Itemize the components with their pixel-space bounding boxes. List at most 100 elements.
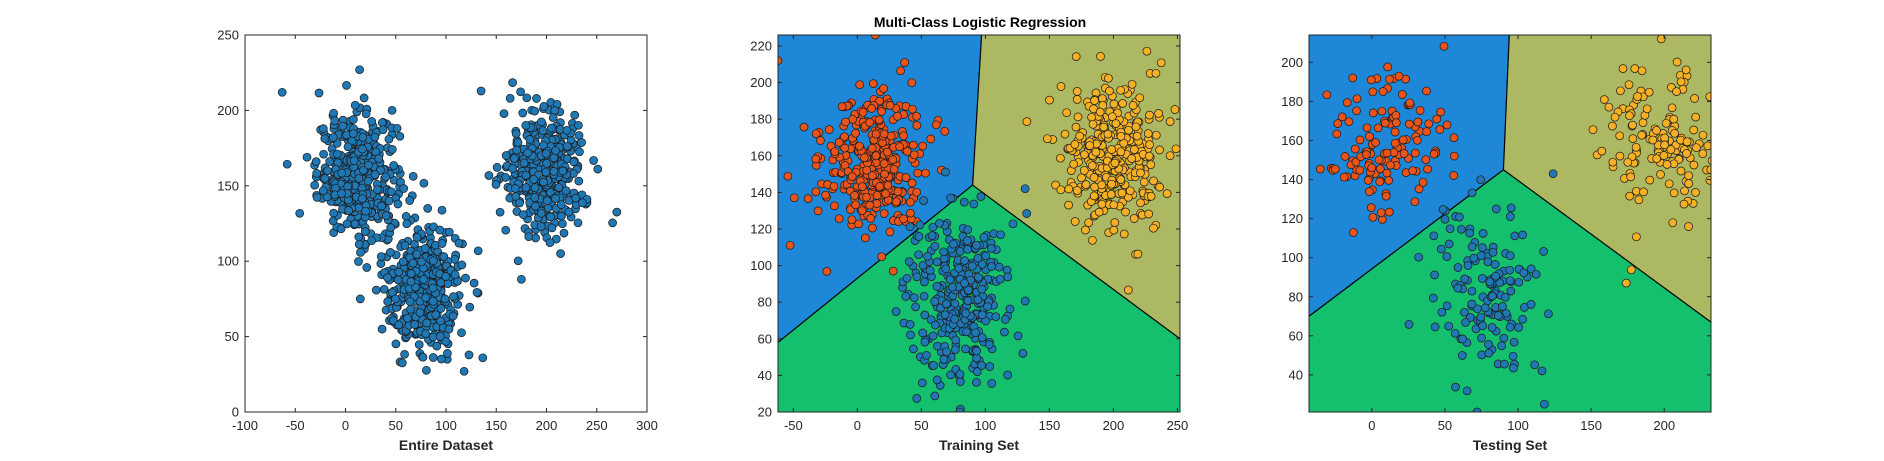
data-point (320, 134, 330, 143)
data-point (940, 310, 950, 320)
data-point (472, 287, 482, 297)
data-point (977, 259, 987, 269)
data-point (866, 214, 876, 223)
data-point (1144, 209, 1154, 219)
x-tick-label: 50 (1438, 418, 1452, 433)
data-point (564, 207, 574, 217)
data-point (1000, 327, 1009, 337)
data-point (401, 212, 411, 221)
data-point (1637, 130, 1647, 140)
data-point (510, 184, 520, 193)
data-point (1339, 172, 1349, 182)
data-point (1526, 300, 1536, 309)
data-point (513, 256, 523, 266)
data-point (1131, 122, 1141, 132)
x-tick-label: 200 (1103, 418, 1125, 433)
data-point (872, 191, 882, 200)
data-point (1145, 110, 1154, 120)
data-point (381, 211, 391, 220)
data-point (1110, 218, 1120, 227)
data-point (1096, 52, 1105, 61)
data-point (354, 239, 364, 249)
data-point (912, 111, 921, 121)
data-point (1109, 225, 1119, 235)
data-point (530, 106, 540, 116)
data-point (927, 231, 937, 241)
data-point (1344, 117, 1354, 127)
data-point (1373, 123, 1383, 133)
data-point (1436, 244, 1446, 254)
data-point (505, 93, 515, 103)
data-point (512, 145, 522, 155)
data-point (1480, 303, 1490, 313)
x-tick-label: 200 (536, 418, 558, 433)
data-point (608, 218, 617, 228)
x-tick-label: 50 (389, 418, 403, 433)
data-point (882, 147, 892, 157)
data-point (1111, 119, 1121, 128)
data-point (1136, 198, 1145, 208)
data-point (508, 78, 517, 87)
data-point (1667, 103, 1677, 113)
data-point (1155, 182, 1164, 192)
data-point (900, 58, 909, 67)
data-point (1107, 145, 1116, 154)
data-point (1109, 99, 1119, 109)
y-tick-label: 200 (750, 75, 772, 90)
data-point (987, 262, 996, 271)
training-set-panel: -50 0 50 100 150 200 250 20 40 60 80 100 120 140 160 18… (750, 34, 1188, 453)
data-point (950, 299, 960, 309)
data-point (973, 253, 983, 263)
data-point (1506, 203, 1516, 213)
data-point (530, 183, 540, 193)
data-point (1430, 322, 1440, 332)
data-point (799, 122, 809, 132)
data-point (931, 120, 941, 130)
y-tick-label: 60 (1289, 328, 1303, 343)
y-tick-label: 60 (758, 331, 772, 346)
data-point (1648, 135, 1658, 145)
data-point (941, 299, 951, 309)
data-point (1451, 382, 1460, 392)
data-point (519, 158, 529, 168)
data-point (397, 358, 407, 368)
data-point (362, 263, 372, 272)
data-point (394, 320, 404, 330)
data-point (816, 136, 825, 145)
data-point (330, 116, 340, 126)
y-tick-label: 120 (750, 221, 772, 236)
y-tick-label: 140 (750, 185, 772, 200)
data-point (400, 241, 410, 250)
data-point (432, 341, 442, 351)
data-point (405, 297, 415, 306)
data-point (1081, 225, 1090, 235)
data-point (948, 239, 958, 249)
data-point (785, 240, 795, 250)
data-point (337, 168, 347, 178)
data-point (439, 252, 449, 261)
data-point (1103, 129, 1113, 139)
data-point (406, 277, 416, 287)
data-point (1518, 230, 1527, 240)
data-point (977, 310, 987, 320)
data-point (1703, 141, 1711, 151)
data-point (1455, 212, 1464, 222)
data-point (551, 194, 560, 203)
data-point (1637, 66, 1647, 76)
data-point (941, 167, 950, 177)
data-point (865, 200, 875, 210)
data-point (394, 267, 404, 277)
data-point (1444, 239, 1454, 249)
data-point (1628, 134, 1638, 143)
data-point (1119, 229, 1129, 239)
y-tick-label: 80 (1289, 289, 1303, 304)
data-point (1491, 271, 1500, 281)
data-point (515, 198, 524, 208)
data-point (1071, 52, 1081, 61)
data-point (1684, 171, 1693, 181)
data-point (1478, 274, 1487, 283)
x-axis-label: Training Set (939, 437, 1019, 453)
data-point (1608, 157, 1618, 167)
y-tick-label: 150 (217, 178, 239, 193)
data-point (1505, 212, 1515, 221)
